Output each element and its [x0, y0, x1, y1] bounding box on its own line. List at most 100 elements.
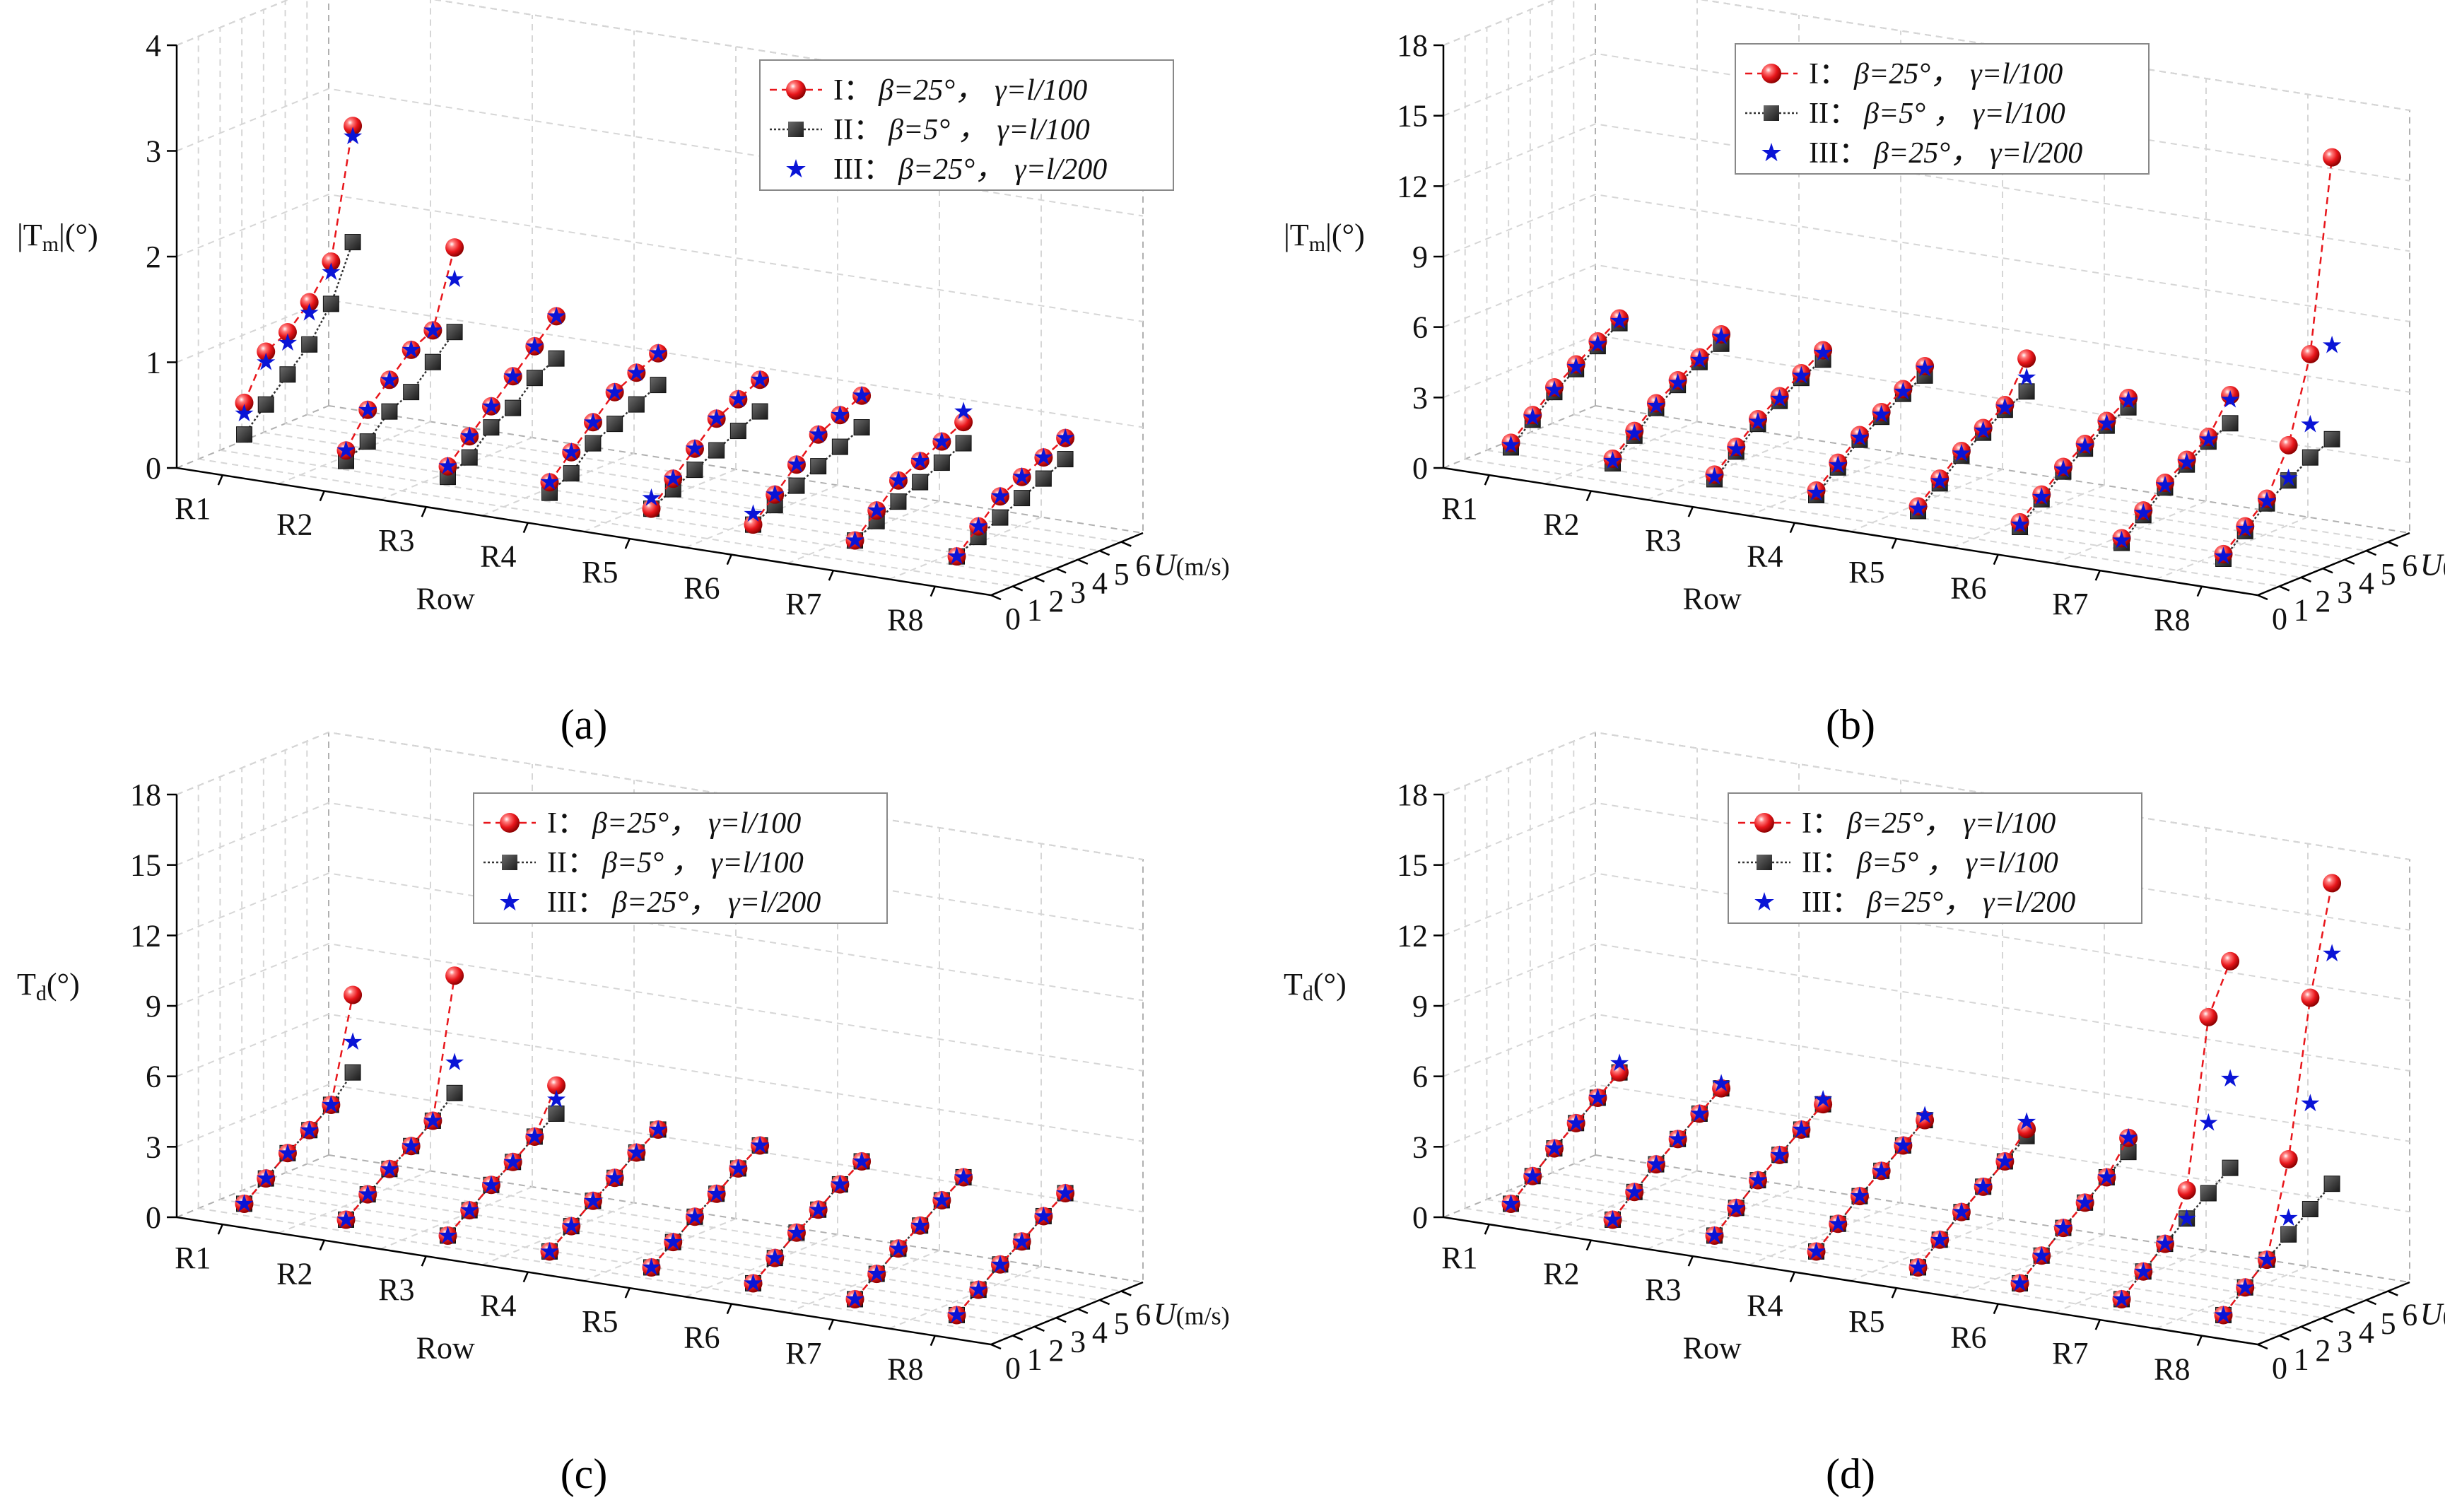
series-I-marker: [2134, 1262, 2153, 1281]
y-axis-label-sub: m: [1309, 233, 1325, 256]
series-I-marker: [438, 457, 457, 476]
u-axis-label-tail: (m/s): [1176, 553, 1230, 581]
row-tick: [522, 522, 529, 534]
series-III-marker: ★: [2234, 515, 2256, 543]
u-tick: [2322, 1317, 2333, 1323]
y-tick-label: 15: [1397, 99, 1428, 134]
series-III-marker: ★: [647, 339, 669, 368]
legend-gamma: γ=l/100: [1970, 58, 2063, 90]
series-I-marker: [2301, 988, 2320, 1007]
legend-symbol-2: [1738, 855, 1790, 870]
y-axis-label: |Tm|(°): [1284, 218, 1365, 256]
legend-gamma: γ=l/100: [997, 114, 1090, 146]
row-tick-label: R5: [1848, 1304, 1884, 1339]
row-tick: [624, 1287, 631, 1299]
series-III-marker: ★: [1522, 404, 1543, 432]
series-I-marker: [1974, 1177, 1993, 1196]
u-tick: [2366, 1299, 2377, 1306]
series-III-marker: ★: [807, 421, 828, 449]
series-III-marker: ★: [1711, 322, 1732, 351]
series-I-marker: [460, 1201, 479, 1220]
series-II-marker: [461, 449, 478, 466]
series-I-marker: [947, 547, 966, 566]
series-II-marker: [1035, 470, 1052, 487]
left-floor-edge: [1443, 1154, 1596, 1218]
row-tick-label: R3: [1645, 523, 1681, 558]
series-I-marker: [2097, 1168, 2116, 1187]
series-I-marker: [562, 443, 581, 462]
row-tick-label: R3: [1645, 1272, 1681, 1307]
series-I-marker: [525, 336, 544, 356]
series-III-marker: ★: [2118, 386, 2139, 414]
series-III-marker: ★: [742, 500, 763, 528]
series-I-marker: [235, 1194, 254, 1213]
legend-beta: β=5° ，: [1856, 847, 1956, 879]
legend-beta: β=5° ，: [1863, 98, 1963, 130]
legend-symbol-2: [483, 855, 536, 870]
series-III-marker: ★: [1790, 1115, 1812, 1144]
row-tick: [319, 1240, 325, 1251]
series-III-marker: ★: [2111, 1285, 2132, 1313]
series-II-marker: [344, 234, 361, 251]
y-tick-label: 1: [146, 346, 161, 380]
series-I-marker: [1610, 1063, 1629, 1082]
series-I-marker: [954, 1168, 973, 1187]
series-I-marker: [1566, 355, 1585, 374]
series-I-marker: [990, 487, 1009, 506]
series-II-marker: [1014, 490, 1031, 507]
series-III-marker: ★: [2198, 425, 2219, 453]
legend-gamma: γ=l/200: [1983, 886, 2075, 919]
series-I-marker: [460, 427, 479, 446]
series-II-marker: [708, 442, 725, 459]
series-III-marker: ★: [1704, 463, 1725, 491]
u-tick: [1055, 1317, 1067, 1323]
row-tick: [930, 1335, 936, 1347]
series-I-marker: [547, 307, 566, 326]
legend-symbol-1: [770, 80, 822, 100]
legend-marker-I: [786, 80, 806, 100]
series-I-marker: [642, 499, 661, 518]
series-I-marker: [1544, 378, 1564, 397]
series-II-marker: [853, 419, 870, 436]
y-tick-label: 0: [146, 1200, 161, 1235]
u-tick-label: 5: [1114, 1306, 1130, 1341]
series-I-marker: [445, 966, 464, 985]
u-tick-label: 0: [2272, 1351, 2287, 1385]
series-I-marker: [1894, 380, 1913, 399]
series-III-marker: ★: [946, 1301, 967, 1329]
series-III-marker: ★: [2176, 448, 2197, 476]
series-III-marker: ★: [888, 467, 909, 495]
row-tick-label: R4: [1747, 1289, 1783, 1323]
series-III-marker: ★: [2133, 499, 2154, 527]
series-I-marker: [1894, 1136, 1913, 1155]
series-III-marker: ★: [786, 1219, 807, 1247]
series-I-marker: [2010, 1274, 2029, 1293]
u-tick: [990, 1343, 1002, 1350]
series-III-marker: ★: [502, 1148, 523, 1176]
series-I-marker: [2257, 1250, 2276, 1270]
series-I-marker: [1908, 497, 1928, 516]
series-III-marker: ★: [2220, 386, 2241, 414]
series-I-marker: [751, 1136, 770, 1155]
series-III-marker: ★: [1011, 463, 1032, 491]
row-tick-label: R1: [175, 1241, 211, 1275]
series-I-marker: [2177, 1180, 2196, 1200]
y-tick-label: 12: [1397, 918, 1428, 953]
legend-box: [1728, 792, 2142, 924]
floor-gridline-row: [481, 1202, 635, 1266]
series-III-marker: ★: [524, 332, 545, 361]
series-III-marker: ★: [604, 1164, 625, 1192]
legend-num: II：: [1802, 847, 1851, 879]
floor-gridline-row: [1544, 1170, 1698, 1234]
u-tick-label: 5: [1114, 557, 1130, 592]
row-tick: [1993, 554, 1999, 565]
series-I-marker: [2119, 389, 2138, 408]
series-III-marker: ★: [459, 422, 480, 450]
series-III-marker: ★: [1769, 1141, 1790, 1169]
series-II-marker: [236, 426, 253, 443]
u-tick-label: 3: [2337, 575, 2352, 609]
series-II-marker: [257, 396, 274, 413]
row-tick-label: R3: [378, 523, 414, 558]
series-III-marker: ★: [662, 464, 684, 493]
series-III-marker: ★: [1646, 1150, 1667, 1178]
